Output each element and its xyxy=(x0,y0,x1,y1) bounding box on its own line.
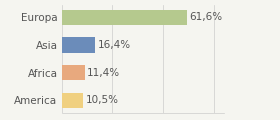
Bar xyxy=(62,37,95,53)
Bar xyxy=(62,93,83,108)
Bar xyxy=(62,65,85,80)
Text: 16,4%: 16,4% xyxy=(97,40,130,50)
Text: 11,4%: 11,4% xyxy=(87,68,120,78)
Text: 61,6%: 61,6% xyxy=(189,12,222,22)
Bar xyxy=(62,10,187,25)
Text: 10,5%: 10,5% xyxy=(85,95,118,105)
